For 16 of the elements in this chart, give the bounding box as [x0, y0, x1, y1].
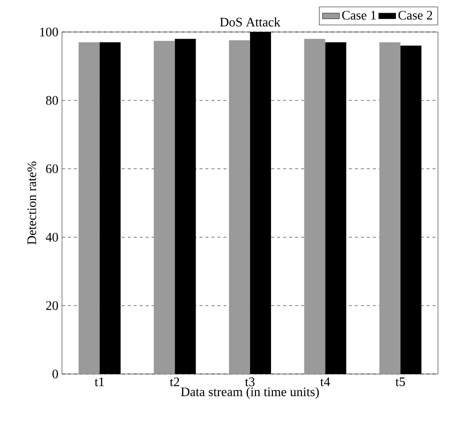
- y-tick-label: 20: [46, 301, 58, 310]
- x-tick-label: t1: [94, 378, 104, 386]
- x-tick-label: t3: [245, 378, 255, 386]
- x-tick-label: t2: [170, 378, 180, 386]
- y-tick-label: 60: [46, 164, 58, 174]
- x-tick-label: t4: [320, 378, 330, 386]
- y-tick-label: 100: [40, 28, 58, 36]
- y-axis-title: Detection rate%: [27, 162, 36, 245]
- y-tick-label: 40: [46, 232, 58, 242]
- legend-label: Case 2: [398, 10, 432, 20]
- chart-title: DoS Attack: [220, 17, 280, 26]
- x-axis-title: Data stream (in time units): [180, 387, 319, 399]
- legend-label: Case 1: [342, 10, 376, 20]
- y-tick-label: 80: [46, 96, 58, 105]
- x-tick-label: t5: [395, 378, 405, 386]
- y-tick-label: 0: [52, 370, 58, 378]
